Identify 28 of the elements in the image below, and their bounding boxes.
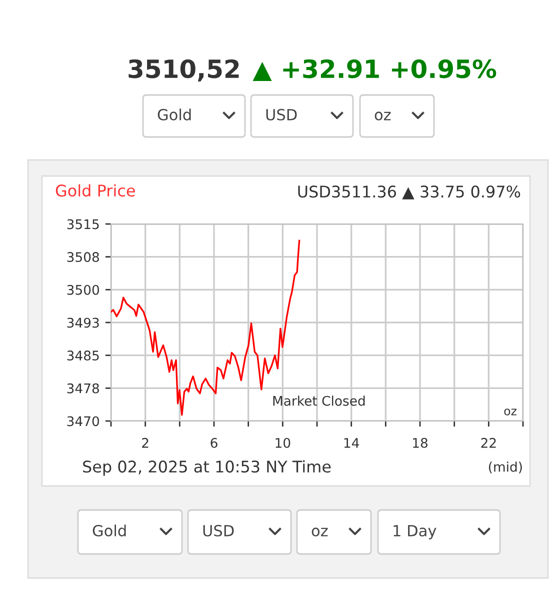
y-tick-label: 3500: [67, 284, 100, 295]
text: ▲ +32.91 +0.95%: [252, 59, 496, 81]
text: Gold: [158, 108, 191, 120]
text: (mid): [488, 462, 522, 474]
x-tick-label: 22: [481, 438, 496, 448]
text: oz: [374, 112, 391, 120]
chart-title: Gold Price: [56, 184, 135, 197]
x-tick-label: 10: [276, 438, 290, 448]
y-tick-label: 3485: [67, 350, 99, 361]
annotation: oz: [504, 408, 516, 416]
chart-subtitle: USD3511.36 ▲ 33.75 0.97%: [298, 186, 520, 200]
y-tick-label: 3508: [67, 252, 99, 262]
y-tick-label: 3478: [67, 383, 99, 394]
x-tick-label: 2: [142, 438, 148, 448]
x-tick-label: 6: [210, 438, 218, 448]
y-tick-label: 3493: [67, 318, 99, 328]
x-tick-label: 14: [344, 438, 359, 448]
text: Sep 02, 2025 at 10:53 NY Time: [83, 460, 331, 476]
y-tick-label: 3470: [67, 416, 100, 426]
annotation: Market Closed: [273, 396, 365, 406]
x-tick-label: 18: [413, 438, 428, 448]
text: USD: [203, 524, 234, 536]
text: USD: [266, 108, 297, 120]
text: 1 Day: [394, 525, 436, 540]
y-tick-label: 3515: [67, 219, 99, 230]
text: 3510,52: [128, 59, 239, 82]
text: oz: [312, 528, 328, 536]
text: Gold: [92, 524, 126, 536]
